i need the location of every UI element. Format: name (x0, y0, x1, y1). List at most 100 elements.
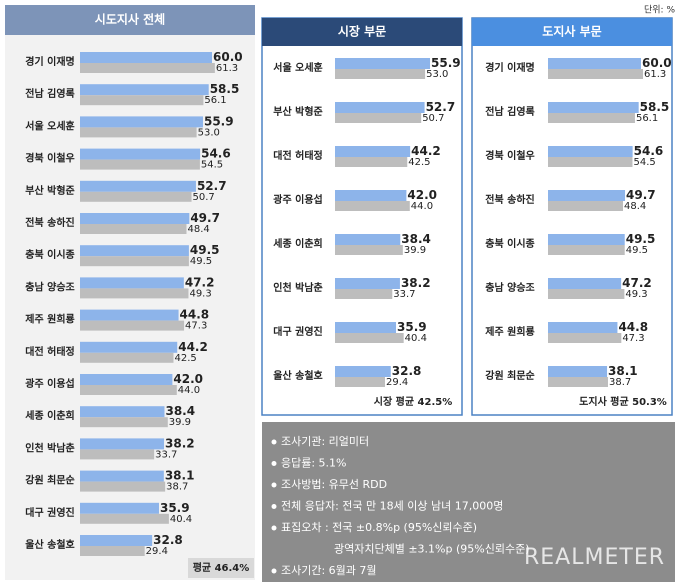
category-label: 서울 오세훈 (25, 119, 74, 132)
bar (80, 535, 153, 546)
value-label: 58.5 (210, 82, 240, 96)
bar (548, 289, 625, 299)
category-label: 충남 양승조 (25, 280, 74, 293)
value-label: 42.0 (407, 188, 437, 202)
bar (80, 546, 145, 556)
bar (548, 245, 625, 255)
value-label: 44.2 (411, 144, 441, 158)
value-label: 48.4 (624, 201, 646, 212)
value-label: 29.4 (146, 546, 168, 557)
note-line: 조사방법: 유무선 RDD (281, 478, 387, 491)
category-label: 광주 이용섭 (25, 377, 74, 390)
category-label: 경북 이철우 (25, 152, 74, 165)
bar (548, 201, 624, 211)
panel-header (5, 5, 255, 35)
bar (80, 502, 159, 514)
value-label: 49.5 (190, 256, 212, 267)
bar (80, 277, 184, 289)
value-label: 49.3 (625, 289, 647, 300)
bullet (271, 461, 277, 466)
category-label: 충북 이시종 (25, 248, 74, 261)
bar (80, 320, 185, 331)
bar (335, 58, 431, 69)
bar (335, 366, 391, 377)
logo: REALMETER (524, 545, 665, 570)
value-label: 38.1 (608, 364, 638, 378)
category-label: 대전 허태정 (273, 149, 322, 162)
value-label: 54.5 (633, 157, 655, 168)
bullet (271, 439, 277, 445)
bar (335, 377, 385, 387)
value-label: 56.1 (636, 113, 658, 124)
value-label: 48.4 (187, 224, 209, 235)
category-label: 제주 원희룡 (25, 313, 74, 326)
bar (335, 157, 408, 167)
value-label: 60.0 (213, 50, 243, 64)
average-box (188, 558, 254, 578)
value-label: 47.2 (185, 275, 215, 289)
bar (80, 245, 189, 257)
value-label: 44.8 (180, 308, 210, 322)
bar (335, 234, 401, 245)
value-label: 38.7 (609, 377, 631, 388)
bar (335, 146, 411, 157)
value-label: 38.7 (166, 482, 188, 493)
bar (80, 288, 189, 299)
category-label: 전북 송하진 (485, 193, 534, 206)
category-label: 인천 박남춘 (25, 441, 74, 454)
value-label: 58.5 (640, 100, 670, 114)
category-label: 경북 이철우 (485, 149, 534, 162)
bullet (271, 525, 277, 531)
bar (80, 481, 166, 492)
panel-header (262, 18, 462, 46)
bar (80, 84, 209, 96)
average-label: 도지사 평균 50.3% (579, 395, 667, 408)
bar (335, 102, 425, 113)
value-label: 49.5 (626, 245, 648, 256)
value-label: 35.9 (397, 320, 427, 334)
bar (80, 63, 215, 73)
value-label: 54.6 (201, 147, 231, 161)
bar (80, 213, 190, 224)
value-label: 33.7 (155, 449, 177, 460)
bar (548, 234, 625, 245)
value-label: 50.7 (193, 192, 215, 203)
category-label: 세종 이춘희 (273, 237, 322, 250)
value-label: 38.2 (165, 436, 195, 450)
value-label: 53.0 (198, 127, 220, 138)
bar (80, 449, 155, 460)
bar (548, 278, 622, 289)
value-label: 49.7 (190, 211, 220, 225)
value-label: 44.0 (411, 201, 433, 212)
value-label: 47.3 (185, 321, 207, 332)
category-label: 부산 박형준 (273, 105, 322, 118)
bar (548, 366, 608, 377)
note-line: 광역자치단체별 ±3.1%p (95%신뢰수준) (334, 543, 530, 556)
value-label: 29.4 (386, 377, 408, 388)
bar (80, 406, 165, 418)
value-label: 47.3 (622, 333, 644, 344)
category-label: 광주 이용섭 (273, 193, 322, 206)
category-label: 대구 권영진 (25, 506, 74, 519)
bar (335, 69, 426, 79)
value-label: 38.1 (165, 469, 195, 483)
panel-header (472, 18, 672, 46)
bar (80, 374, 173, 385)
bar (80, 352, 174, 363)
value-label: 54.6 (634, 144, 664, 158)
value-label: 56.1 (204, 95, 226, 106)
bar (335, 278, 400, 289)
value-label: 52.7 (197, 179, 227, 193)
value-label: 52.7 (426, 100, 456, 114)
value-label: 49.5 (190, 243, 220, 257)
bar (335, 289, 393, 299)
value-label: 44.2 (178, 340, 208, 354)
value-label: 55.9 (431, 56, 461, 70)
bar (548, 58, 641, 69)
bar (80, 148, 201, 160)
bar (80, 256, 189, 267)
average-label: 시장 평균 42.5% (374, 395, 452, 408)
category-label: 충북 이시종 (485, 237, 534, 250)
panel-title: 도지사 부문 (542, 24, 601, 39)
value-label: 44.0 (178, 385, 200, 396)
